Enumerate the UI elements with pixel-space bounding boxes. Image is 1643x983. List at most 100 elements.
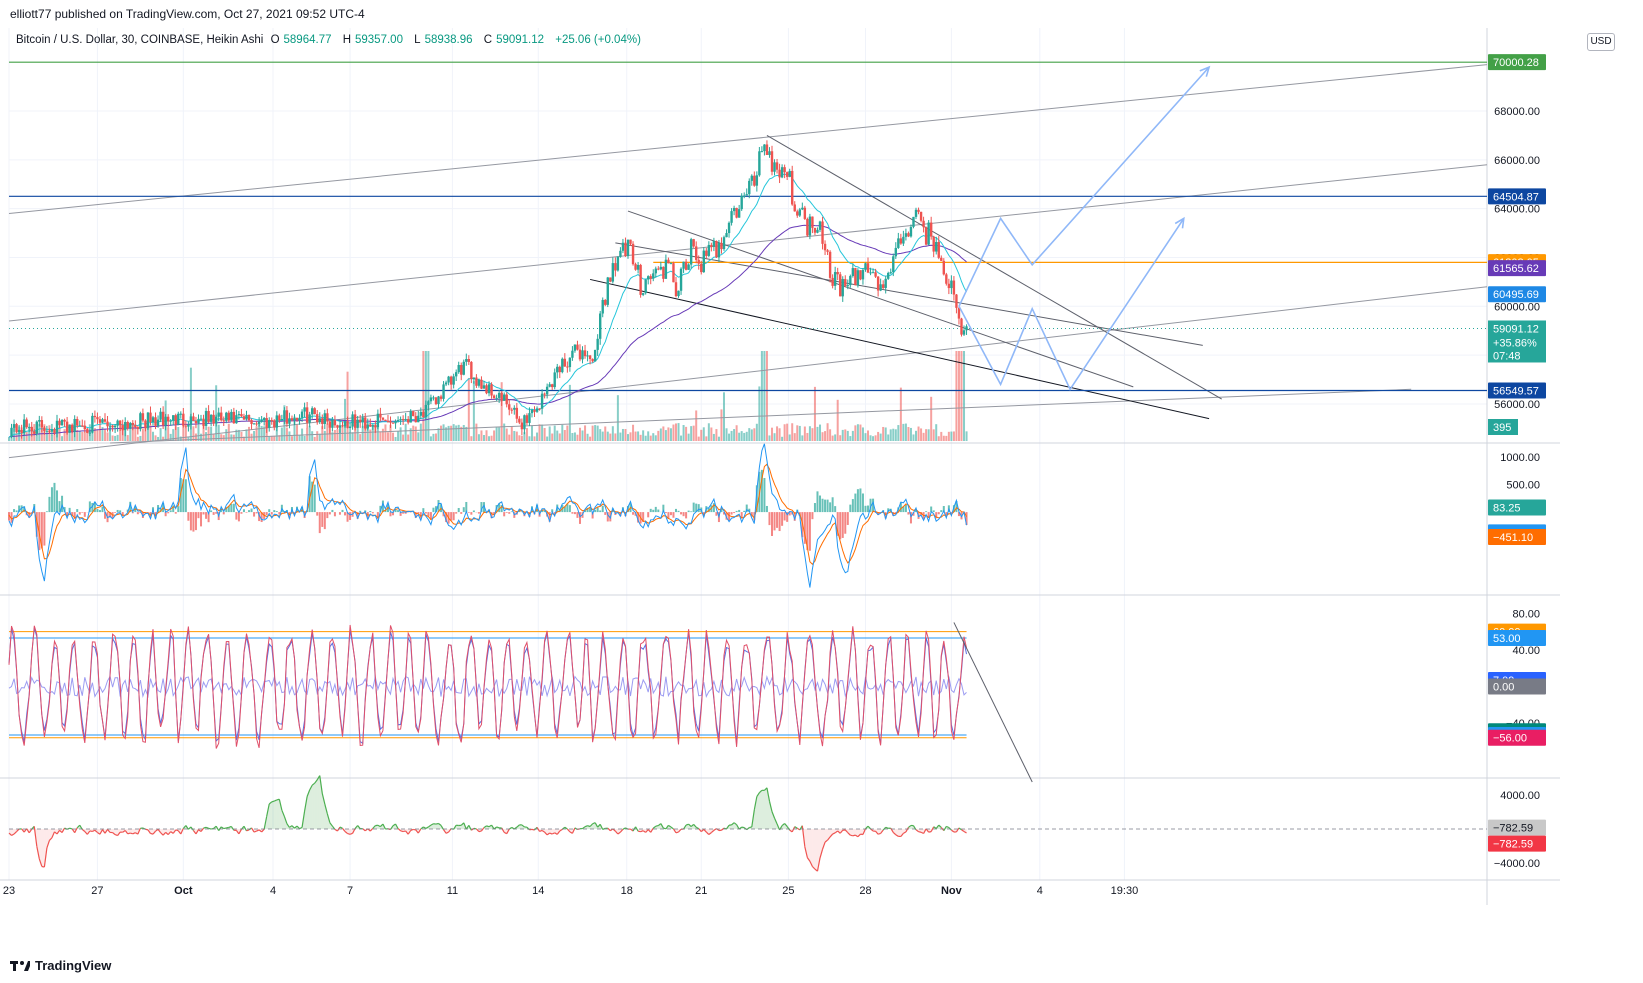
osc3-line-segment: [243, 825, 248, 832]
volume-bar: [298, 435, 301, 441]
osc1-histogram-bar: [356, 512, 359, 519]
volume-bar: [96, 429, 99, 441]
osc1-histogram-bar: [255, 512, 258, 514]
volume-bar: [8, 436, 10, 441]
volume-bar: [25, 431, 28, 441]
osc3-area-segment: [729, 824, 732, 829]
osc1-histogram-bar: [265, 512, 268, 515]
osc3-line-segment: [453, 824, 457, 830]
osc3-line-segment: [289, 825, 293, 828]
osc3-line-segment: [938, 824, 942, 828]
candle-body: [689, 239, 693, 265]
volume-bar: [781, 436, 784, 441]
osc1-histogram-bar: [912, 512, 915, 516]
osc1-histogram-bar: [773, 512, 776, 531]
volume-bar: [690, 426, 693, 441]
osc1-histogram-bar: [563, 506, 566, 513]
osc1-histogram-bar: [915, 509, 918, 513]
candle-body: [422, 411, 425, 418]
price-axis-tick-label: 56000.00: [1494, 399, 1540, 411]
osc1-histogram-bar: [129, 501, 132, 513]
candle-body: [255, 423, 258, 425]
osc3-line-segment: [675, 831, 679, 834]
osc3-area-segment: [130, 829, 133, 834]
osc1-histogram-bar: [935, 512, 938, 519]
volume-bar: [93, 428, 96, 441]
candle-body: [500, 392, 503, 401]
osc1-histogram-bar: [73, 512, 76, 520]
osc3-area-segment: [276, 799, 280, 829]
osc1-histogram-bar: [536, 504, 539, 513]
candle-body: [371, 425, 375, 427]
candle-body: [63, 419, 66, 422]
volume-bar: [584, 425, 587, 441]
candle-body: [230, 411, 233, 421]
volume-bar: [753, 428, 756, 441]
osc3-line-segment: [824, 839, 828, 843]
candle-body: [265, 418, 268, 428]
candle-body: [879, 284, 882, 291]
osc3-line-segment: [443, 829, 447, 834]
price-axis-tick-label: 60000.00: [1494, 301, 1540, 313]
volume-bar: [844, 429, 847, 441]
volume-bar: [611, 426, 614, 441]
candle-body: [803, 207, 807, 219]
volume-bar: [101, 427, 104, 441]
osc1-histogram-bar: [844, 512, 847, 534]
volume-bar: [952, 431, 955, 441]
osc3-area-segment: [658, 823, 661, 829]
osc3-line-segment: [435, 822, 439, 825]
volume-bar: [35, 435, 38, 441]
volume-bar: [270, 435, 273, 441]
osc3-line-segment: [710, 829, 715, 834]
osc2-value-label: −56.00: [1493, 733, 1527, 745]
legend-symbol: Bitcoin / U.S. Dollar, 30, COINBASE, Hei…: [16, 34, 264, 46]
candle-body: [83, 425, 86, 430]
osc3-line-segment: [94, 829, 98, 833]
volume-bar: [159, 428, 162, 441]
candle-body: [303, 407, 306, 412]
volume-bar: [851, 430, 854, 441]
volume-bar: [720, 409, 723, 441]
osc3-line-segment: [26, 828, 30, 834]
candle-body: [942, 260, 946, 275]
volume-bar: [940, 431, 943, 441]
candle-body: [323, 413, 327, 424]
legend-high: 59357.00: [355, 34, 403, 46]
osc3-line-segment: [483, 825, 487, 829]
osc3-area-segment: [815, 829, 818, 872]
volume-bar: [293, 416, 296, 441]
osc1-histogram-bar: [685, 512, 688, 519]
osc1-histogram-bar: [606, 512, 609, 522]
volume-bar: [177, 427, 180, 441]
candle-body: [672, 263, 675, 283]
osc3-line-segment: [309, 784, 313, 791]
volume-bar: [591, 425, 594, 441]
osc1-value-label: −451.10: [1493, 532, 1533, 544]
osc1-histogram-bar: [210, 510, 213, 513]
volume-bar: [942, 435, 945, 441]
time-axis-tick-label: 4: [1037, 885, 1043, 897]
volume-bar: [573, 432, 576, 441]
volume-bar: [609, 433, 612, 441]
volume-bar: [268, 436, 271, 441]
volume-bar: [308, 425, 311, 441]
osc3-area-segment: [830, 829, 833, 837]
volume-bar: [432, 433, 435, 441]
tradingview-brand[interactable]: TradingView: [10, 958, 111, 973]
volume-bar: [894, 429, 897, 441]
osc2-value-label-bg: [1488, 678, 1546, 695]
currency-button[interactable]: USD: [1587, 33, 1615, 51]
candle-body: [571, 350, 574, 358]
candle-body: [727, 222, 731, 234]
osc1-histogram-bar: [379, 505, 382, 513]
osc3-line-segment: [263, 816, 268, 830]
osc3-line-segment: [347, 832, 351, 835]
osc3-line-segment: [167, 831, 172, 835]
volume-bar: [109, 425, 112, 441]
osc3-line-segment: [806, 857, 811, 862]
osc3-area-segment: [304, 796, 308, 829]
volume-bar: [154, 435, 157, 441]
volume-bar: [83, 432, 86, 441]
